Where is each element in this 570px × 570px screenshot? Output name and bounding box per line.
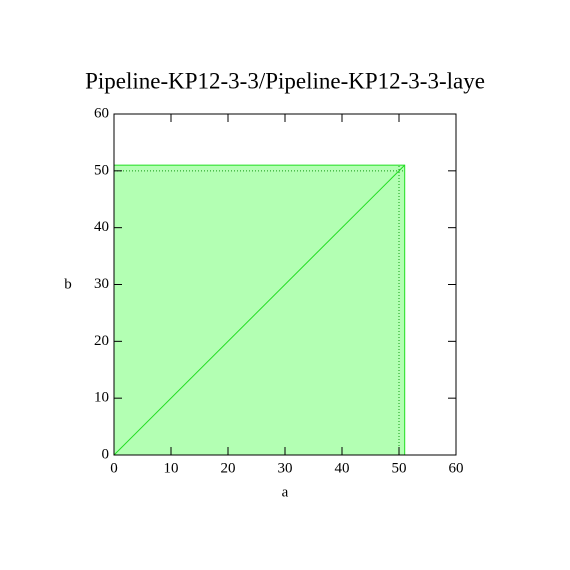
x-tick-label: 50	[392, 460, 407, 476]
y-axis-label: b	[64, 276, 72, 292]
x-tick-label: 40	[335, 460, 350, 476]
x-tick-label: 10	[164, 460, 179, 476]
y-tick-label: 40	[94, 219, 109, 235]
x-tick-label: 30	[278, 460, 293, 476]
x-axis-label: a	[282, 484, 289, 500]
y-tick-label: 0	[102, 446, 110, 462]
x-tick-label: 20	[221, 460, 236, 476]
chart-title: Pipeline-KP12-3-3/Pipeline-KP12-3-3-laye	[85, 68, 485, 93]
y-tick-label: 20	[94, 333, 109, 349]
series-line	[113, 164, 406, 456]
y-tick-label: 30	[94, 276, 109, 292]
x-tick-label: 0	[110, 460, 118, 476]
y-tick-label: 50	[94, 162, 109, 178]
y-tick-label: 60	[94, 105, 109, 121]
x-tick-label: 60	[449, 460, 464, 476]
y-tick-label: 10	[94, 390, 109, 406]
